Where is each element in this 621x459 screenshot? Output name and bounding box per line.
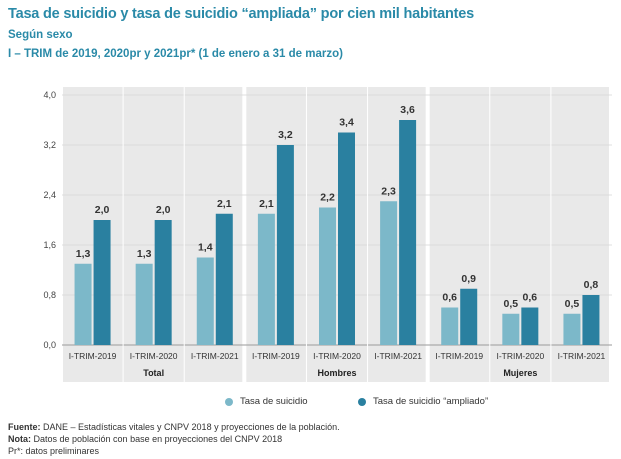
legend-item-tasa-suicidio: Tasa de suicidio <box>225 396 308 407</box>
data-label-tasa-suicidio: 1,3 <box>76 248 91 260</box>
data-label-tasa-ampliado: 3,4 <box>339 117 354 129</box>
chart-subtitle-period: I – TRIM de 2019, 2020pr y 2021pr* (1 de… <box>8 48 343 60</box>
data-label-tasa-suicidio: 1,4 <box>198 242 213 254</box>
y-tick-label: 0,0 <box>43 340 56 350</box>
bar-tasa-suicidio <box>257 213 275 345</box>
y-tick-label: 2,4 <box>43 190 56 200</box>
x-category-label: I-TRIM-2019 <box>435 351 483 361</box>
bar-tasa-ampliado <box>582 295 600 345</box>
data-label-tasa-suicidio: 0,5 <box>504 298 519 310</box>
x-category-label: I-TRIM-2021 <box>558 351 606 361</box>
legend-marker-tasa-suicidio <box>225 397 233 406</box>
footer-fuente-text: DANE – Estadísticas vitales y CNPV 2018 … <box>40 422 340 432</box>
x-group-label: Mujeres <box>503 368 537 378</box>
y-tick-label: 1,6 <box>43 240 56 250</box>
legend-item-tasa-ampliado: Tasa de suicidio “ampliado” <box>358 396 488 407</box>
footer-fuente-label: Fuente: <box>8 422 41 432</box>
data-label-tasa-suicidio: 2,2 <box>320 192 335 204</box>
data-label-tasa-ampliado: 2,1 <box>217 198 232 210</box>
bar-tasa-ampliado <box>521 307 539 345</box>
bar-tasa-suicidio <box>319 207 336 345</box>
data-label-tasa-ampliado: 3,2 <box>278 129 293 141</box>
footer-nota: Nota: Datos de población con base en pro… <box>8 434 282 444</box>
footer-nota-text: Datos de población con base en proyeccio… <box>31 434 283 444</box>
x-category-label: I-TRIM-2020 <box>130 351 178 361</box>
y-tick-label: 4,0 <box>43 90 56 100</box>
x-group-label: Hombres <box>317 368 356 378</box>
legend-marker-tasa-ampliado <box>358 397 366 406</box>
legend-label-tasa-ampliado: Tasa de suicidio “ampliado” <box>373 396 489 407</box>
footer-nota-label: Nota: <box>8 434 31 444</box>
x-group-label: Total <box>143 368 164 378</box>
data-label-tasa-ampliado: 0,8 <box>584 279 599 291</box>
bar-tasa-suicidio <box>441 307 459 345</box>
data-label-tasa-suicidio: 1,3 <box>137 248 152 260</box>
data-label-tasa-suicidio: 2,1 <box>259 198 274 210</box>
data-label-tasa-ampliado: 0,6 <box>523 292 538 304</box>
data-label-tasa-ampliado: 0,9 <box>461 273 476 285</box>
chart-title: Tasa de suicidio y tasa de suicidio “amp… <box>8 6 474 22</box>
bar-tasa-suicidio <box>196 257 214 345</box>
data-label-tasa-suicidio: 0,6 <box>442 292 457 304</box>
data-label-tasa-ampliado: 2,0 <box>156 204 171 216</box>
bar-tasa-ampliado <box>399 120 417 345</box>
bar-tasa-ampliado <box>93 220 111 345</box>
x-category-label: I-TRIM-2019 <box>69 351 117 361</box>
bar-tasa-ampliado <box>215 213 233 345</box>
bar-tasa-suicidio <box>135 263 153 345</box>
footer-fuente: Fuente: DANE – Estadísticas vitales y CN… <box>8 422 340 432</box>
bar-tasa-suicidio <box>563 313 581 345</box>
data-label-tasa-ampliado: 3,6 <box>400 104 415 116</box>
x-category-label: I-TRIM-2021 <box>191 351 239 361</box>
bar-tasa-ampliado <box>154 220 172 345</box>
y-tick-label: 3,2 <box>43 140 56 150</box>
chart-subtitle-sex: Según sexo <box>8 29 73 41</box>
x-category-label: I-TRIM-2020 <box>496 351 544 361</box>
bar-chart: 0,0 0,8 1,6 2,4 3,2 4,0 1,3 2,0 I-TRIM-2019 1,3 2,… <box>43 87 612 382</box>
data-label-tasa-suicidio: 2,3 <box>381 185 396 197</box>
bar-tasa-ampliado <box>276 145 294 345</box>
x-category-label: I-TRIM-2021 <box>374 351 422 361</box>
data-label-tasa-suicidio: 0,5 <box>565 298 580 310</box>
bar-tasa-suicidio <box>74 263 92 345</box>
x-category-label: I-TRIM-2019 <box>252 351 300 361</box>
bar-tasa-suicidio <box>380 201 398 345</box>
footer-pr: Pr*: datos preliminares <box>8 446 100 456</box>
legend-label-tasa-suicidio: Tasa de suicidio <box>240 396 308 407</box>
bar-tasa-ampliado <box>460 288 478 345</box>
x-category-label: I-TRIM-2020 <box>313 351 361 361</box>
y-tick-label: 0,8 <box>43 290 56 300</box>
bar-tasa-suicidio <box>502 313 520 345</box>
data-label-tasa-ampliado: 2,0 <box>95 204 110 216</box>
bar-tasa-ampliado <box>338 132 355 345</box>
